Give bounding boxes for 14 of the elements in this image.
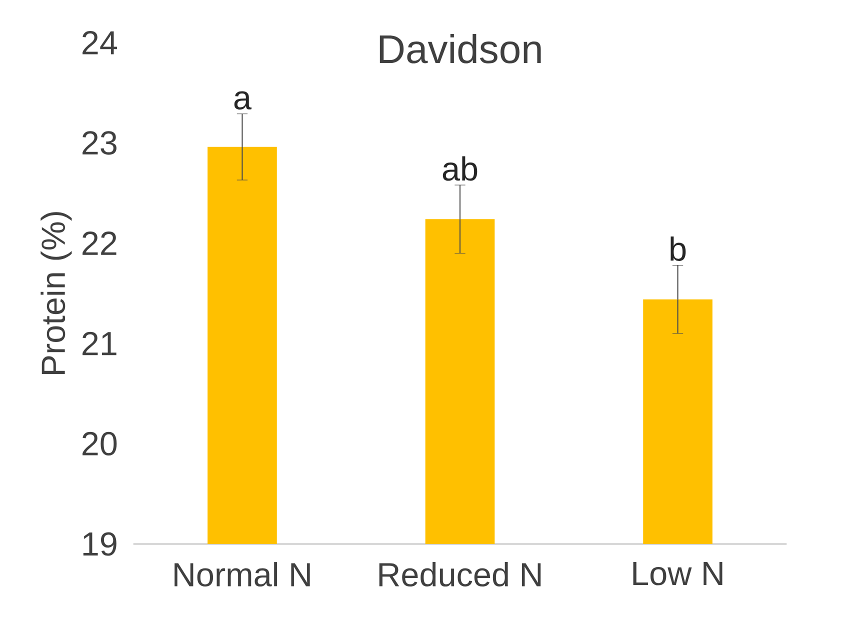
x-tick-label: Normal N (174, 562, 310, 586)
x-tick-label: Reduced N (379, 562, 541, 586)
y-tick-label: 23 (82, 130, 116, 155)
annotation: ab (442, 156, 478, 181)
y-tick-label: 22 (82, 231, 116, 255)
x-tick-label: Low N (633, 562, 722, 586)
chart-title: Davidson (380, 34, 541, 64)
annotation: a (234, 91, 252, 110)
y-tick-label: 20 (82, 432, 117, 456)
y-axis-title: Protein (%) (40, 212, 72, 374)
y-tick-label: 21 (82, 332, 116, 355)
y-tick-label: 19 (83, 532, 116, 556)
y-tick-label: 24 (82, 30, 117, 54)
annotation: b (670, 236, 686, 261)
